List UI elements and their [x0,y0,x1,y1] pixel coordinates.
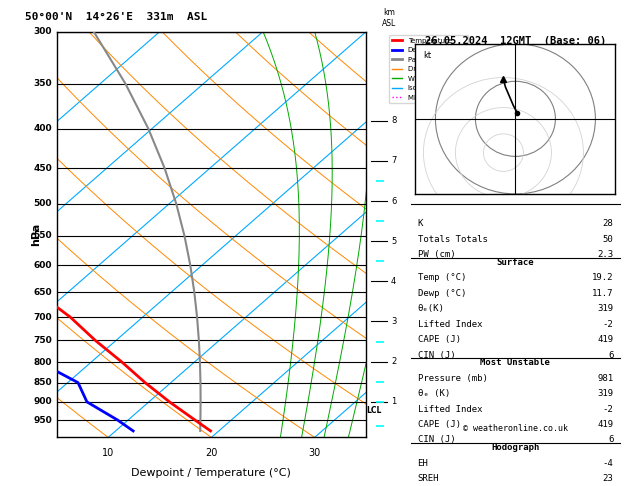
Text: 850: 850 [33,378,52,387]
Text: -2: -2 [603,404,613,414]
Text: CAPE (J): CAPE (J) [418,335,460,344]
Text: 319: 319 [597,389,613,398]
Text: 2.3: 2.3 [597,250,613,260]
Text: 750: 750 [33,336,52,345]
Text: 11.7: 11.7 [592,289,613,298]
Text: 4: 4 [391,277,396,286]
Text: 900: 900 [33,398,52,406]
Text: Temp (°C): Temp (°C) [418,274,466,282]
Text: -4: -4 [603,458,613,468]
Text: SREH: SREH [418,474,439,483]
Text: 981: 981 [597,374,613,382]
Text: 319: 319 [597,304,613,313]
Legend: Temperature, Dewpoint, Parcel Trajectory, Dry Adiabat, Wet Adiabat, Isotherm, Mi: Temperature, Dewpoint, Parcel Trajectory… [389,35,468,104]
Text: 550: 550 [33,231,52,241]
Text: 419: 419 [597,335,613,344]
Text: 30: 30 [308,448,321,457]
Text: Lifted Index: Lifted Index [418,320,482,329]
Text: 7: 7 [391,156,396,165]
Text: 600: 600 [33,260,52,270]
Text: 19.2: 19.2 [592,274,613,282]
Text: 419: 419 [597,420,613,429]
Text: EH: EH [418,458,428,468]
Text: 20: 20 [205,448,218,457]
Text: 400: 400 [33,124,52,133]
Text: 5: 5 [391,237,396,246]
Text: 350: 350 [33,79,52,88]
Text: K: K [418,220,423,228]
Text: Pressure (mb): Pressure (mb) [418,374,487,382]
Text: CIN (J): CIN (J) [418,350,455,360]
Text: 300: 300 [33,27,52,36]
Text: 6: 6 [608,435,613,444]
Text: Hodograph: Hodograph [491,443,540,452]
Text: Dewp (°C): Dewp (°C) [418,289,466,298]
Text: Lifted Index: Lifted Index [418,404,482,414]
Text: 1: 1 [391,397,396,406]
Text: 800: 800 [33,358,52,367]
Text: 50: 50 [603,235,613,244]
Text: 28: 28 [603,220,613,228]
Text: 10: 10 [102,448,114,457]
Text: θₑ(K): θₑ(K) [418,304,445,313]
Text: 3: 3 [391,317,396,326]
Text: Most Unstable: Most Unstable [481,358,550,367]
Text: 650: 650 [33,288,52,296]
Text: © weatheronline.co.uk: © weatheronline.co.uk [463,424,568,434]
Text: Surface: Surface [497,258,534,267]
Text: 8: 8 [391,116,396,125]
Text: CAPE (J): CAPE (J) [418,420,460,429]
Text: -2: -2 [603,320,613,329]
Text: 700: 700 [33,312,52,322]
Text: 950: 950 [33,416,52,425]
Text: 26.05.2024  12GMT  (Base: 06): 26.05.2024 12GMT (Base: 06) [425,35,606,46]
Text: 2: 2 [391,357,396,366]
Text: 500: 500 [33,199,52,208]
Text: 6: 6 [391,196,396,206]
Text: LCL: LCL [366,406,382,415]
Text: 23: 23 [603,474,613,483]
Text: 6: 6 [608,350,613,360]
Text: PW (cm): PW (cm) [418,250,455,260]
Text: 50°00'N  14°26'E  331m  ASL: 50°00'N 14°26'E 331m ASL [25,12,208,22]
Text: CIN (J): CIN (J) [418,435,455,444]
Text: Totals Totals: Totals Totals [418,235,487,244]
Text: 450: 450 [33,164,52,173]
Text: km
ASL: km ASL [382,8,396,28]
Text: hPa: hPa [31,223,42,246]
Text: Dewpoint / Temperature (°C): Dewpoint / Temperature (°C) [131,468,291,478]
Text: θₑ (K): θₑ (K) [418,389,450,398]
